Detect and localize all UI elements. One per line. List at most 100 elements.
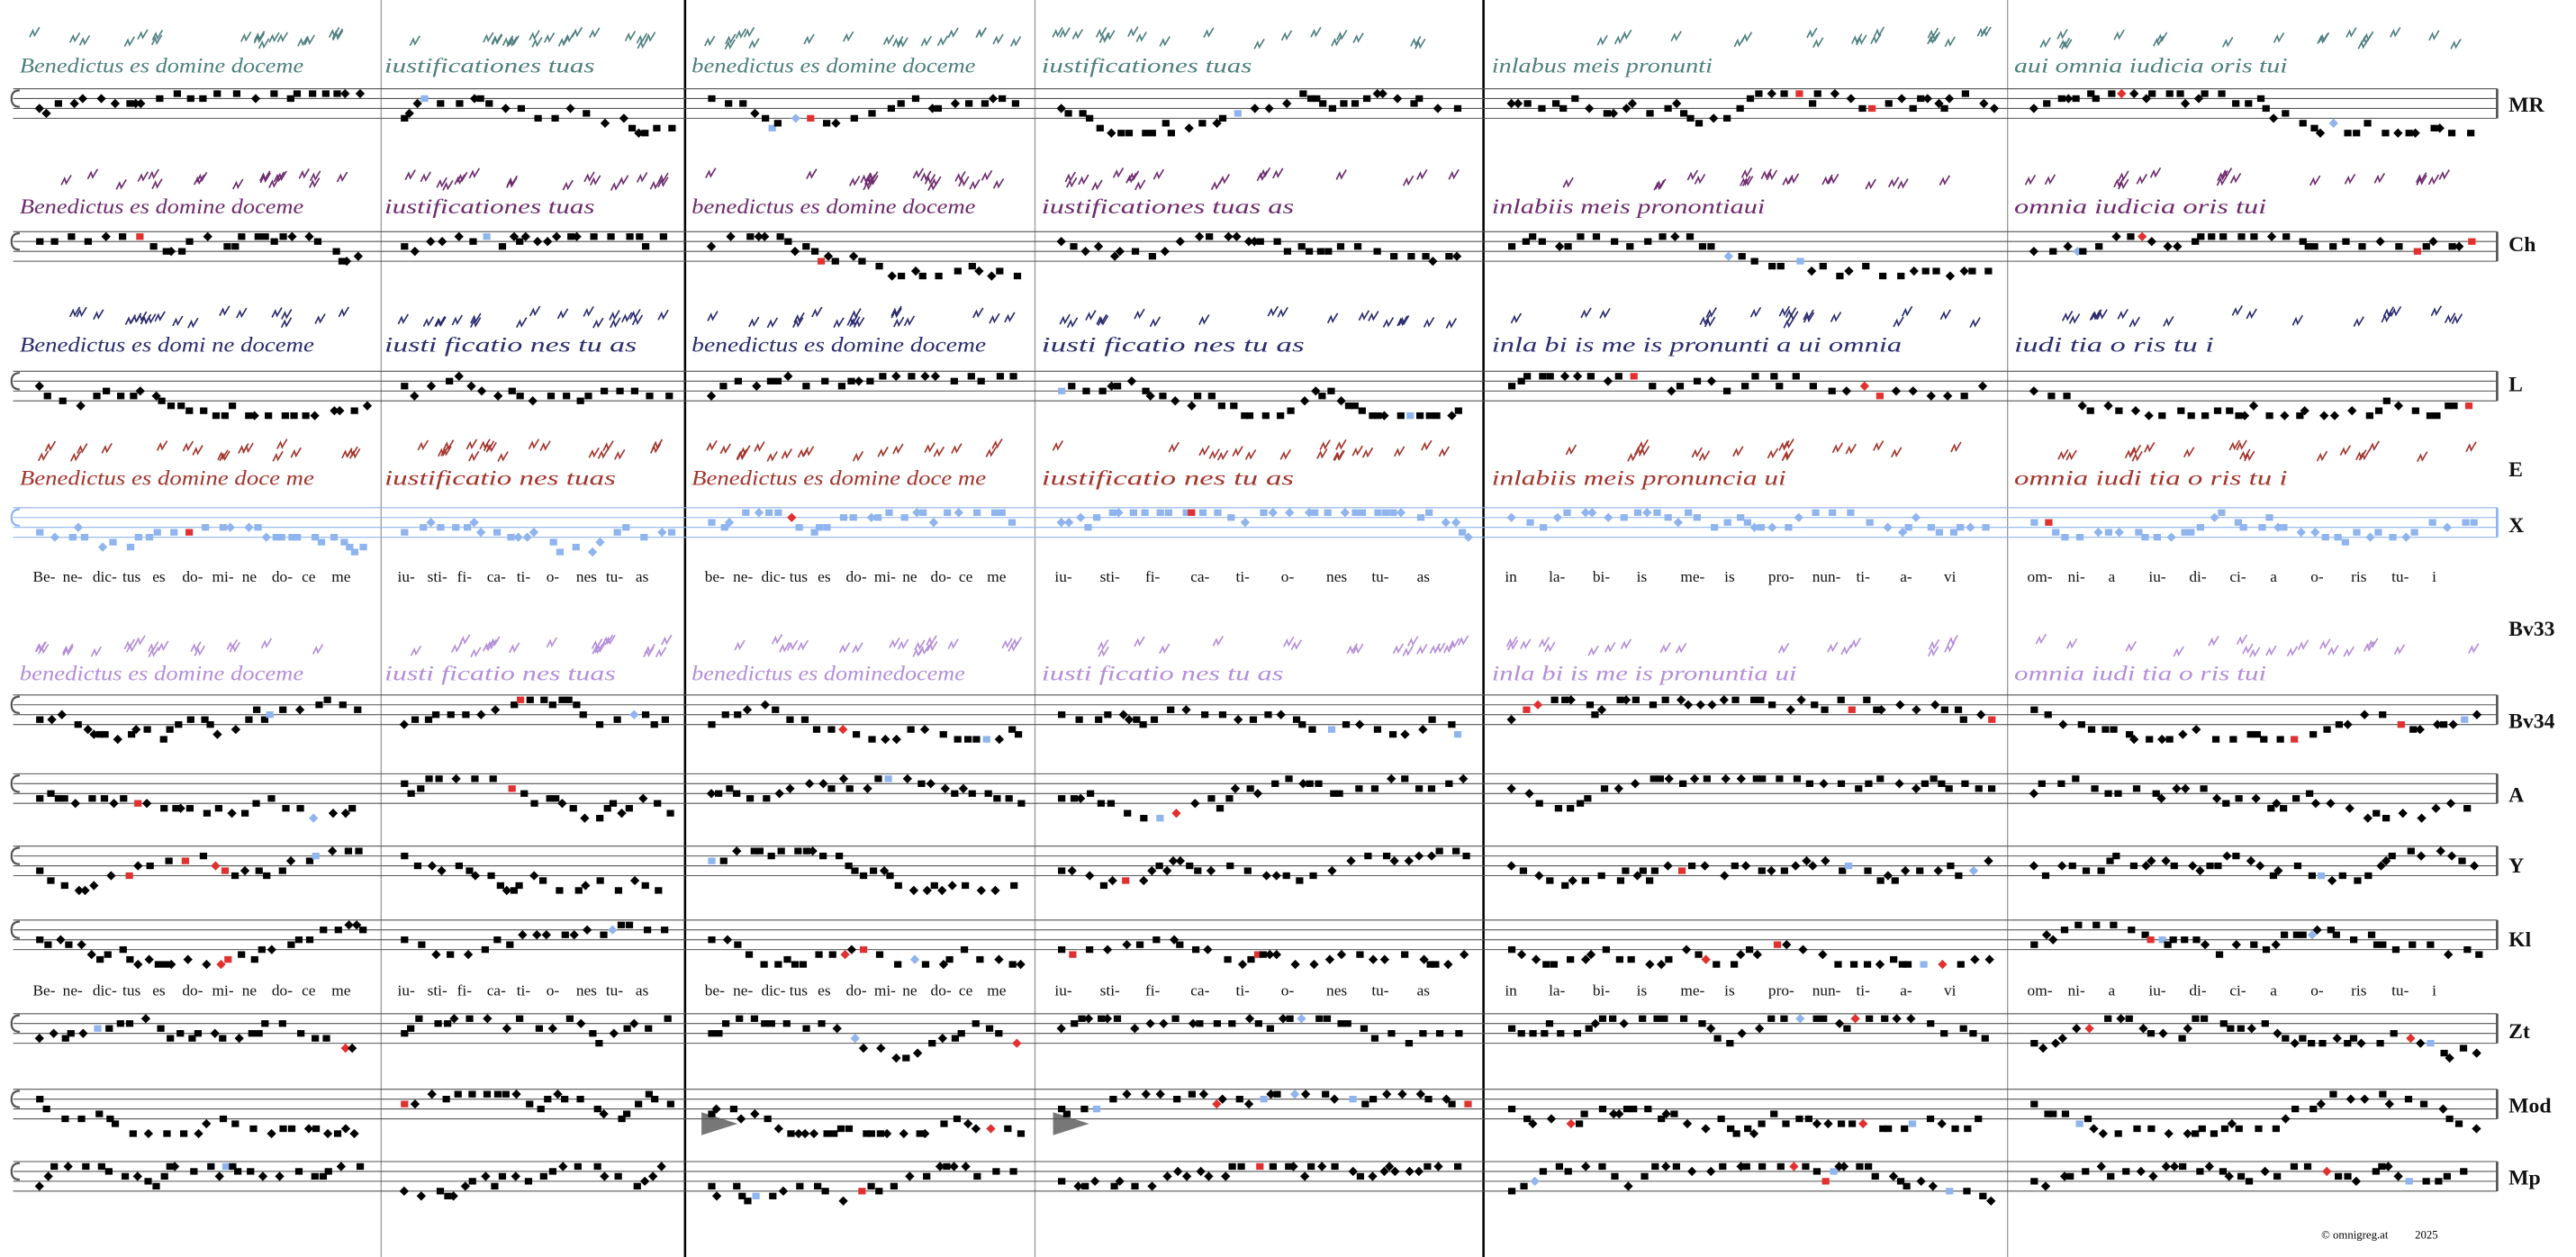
neume-sign [1004, 312, 1016, 323]
neume [2187, 529, 2195, 536]
neume [799, 961, 808, 968]
neume [146, 862, 154, 870]
neume [1604, 512, 1613, 522]
neume [1337, 1020, 1345, 1027]
neume [309, 813, 319, 823]
neume [2180, 98, 2191, 109]
neume [908, 885, 919, 896]
neume [593, 1105, 601, 1113]
lyric-syllable: tu- [1371, 568, 1388, 585]
neume [790, 247, 800, 257]
neume-sign [2149, 167, 2162, 178]
neume [767, 852, 775, 860]
neume [309, 90, 317, 97]
lyric-syllable: o- [547, 568, 560, 585]
lyric-syllable: is [1637, 568, 1648, 585]
neume [654, 800, 662, 807]
neume [1445, 780, 1453, 787]
neume [1245, 411, 1254, 420]
neume [1167, 130, 1175, 137]
neume [858, 1188, 866, 1195]
neume [36, 238, 44, 245]
neume [476, 95, 484, 103]
neume [1906, 1014, 1916, 1024]
neume-sign [2242, 643, 2254, 655]
neume [1349, 1096, 1357, 1103]
neume [1534, 871, 1544, 881]
neume [1299, 1171, 1310, 1181]
neume [1507, 383, 1516, 390]
neume [589, 1030, 597, 1037]
neume [766, 377, 775, 384]
neume-sign [1421, 439, 1433, 451]
neume [1273, 1090, 1281, 1098]
neume [1196, 1166, 1206, 1177]
neume [556, 887, 564, 894]
neume-sign [1596, 34, 1608, 46]
neume [603, 805, 611, 812]
neume [2114, 528, 2124, 538]
neume [1058, 1105, 1066, 1113]
neume [574, 1162, 582, 1171]
neume [302, 411, 310, 420]
neume-sign [1009, 36, 1022, 47]
neume [47, 715, 57, 725]
neume [1989, 104, 2000, 113]
neume-sign [1368, 311, 1379, 321]
neume [1307, 1162, 1315, 1171]
row-label: Zt [2508, 1020, 2530, 1044]
neume-sign [1134, 636, 1145, 647]
neume [2310, 243, 2318, 250]
neume [452, 524, 460, 531]
neume [1194, 231, 1205, 241]
neume-sign [850, 308, 862, 320]
neume [278, 867, 286, 874]
neume [561, 1096, 569, 1103]
neume [641, 130, 649, 137]
neume [1856, 1162, 1864, 1171]
neume [1546, 373, 1554, 380]
neume [481, 1171, 491, 1181]
neume [1795, 90, 1803, 97]
neume-sign [187, 317, 199, 329]
neume [1930, 775, 1938, 782]
neume [1805, 780, 1813, 787]
neume-sign [1670, 31, 1682, 42]
neume-sign [1777, 642, 1790, 654]
neume [787, 1130, 795, 1137]
neume [1866, 519, 1874, 526]
neume [2192, 1130, 2200, 1137]
row-label: Y [2508, 855, 2524, 878]
neume-sign [77, 443, 88, 454]
neume-sign [2061, 311, 2074, 321]
neume [2173, 241, 2183, 251]
neume [2291, 1105, 2300, 1113]
neume [2321, 533, 2329, 541]
neume-sign [779, 642, 791, 653]
neume [1162, 1171, 1172, 1181]
neume-sign [806, 168, 818, 180]
neume [2135, 529, 2143, 536]
neume [1097, 800, 1105, 807]
lyric-syllable: mi- [212, 982, 234, 999]
neume [2299, 931, 2307, 938]
neume [1093, 241, 1104, 251]
neume-sign [924, 174, 936, 185]
neume [304, 231, 314, 241]
neume-sign [134, 635, 146, 647]
neume [1400, 729, 1410, 739]
neume-sign [2309, 175, 2321, 186]
neume-sign [705, 167, 717, 179]
neume [2303, 1162, 2312, 1171]
neume [587, 547, 598, 557]
neume [1435, 847, 1443, 855]
neume [125, 1020, 134, 1027]
neume [1957, 961, 1965, 968]
neume [886, 872, 894, 880]
neume [2093, 528, 2103, 538]
neume [540, 696, 548, 703]
neume [272, 533, 280, 541]
neume [543, 237, 553, 247]
neume [1658, 1115, 1666, 1123]
lyric-syllable: fi- [457, 568, 473, 585]
